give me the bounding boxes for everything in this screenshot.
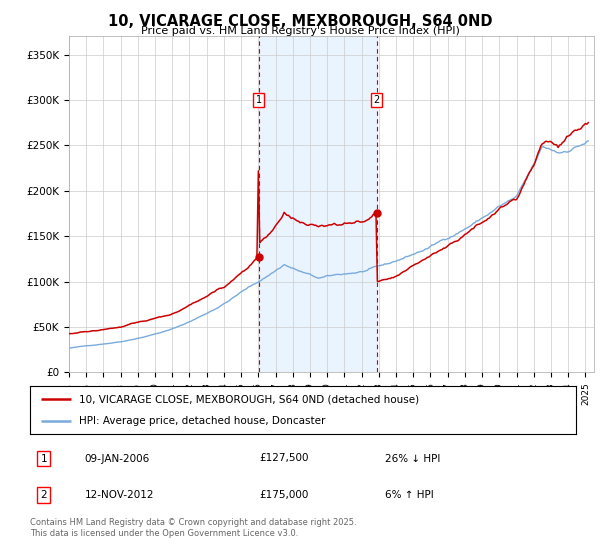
Text: 2: 2 <box>373 95 380 105</box>
Text: HPI: Average price, detached house, Doncaster: HPI: Average price, detached house, Donc… <box>79 416 326 426</box>
Text: 1: 1 <box>40 454 47 464</box>
Bar <box>259 36 377 372</box>
Text: 09-JAN-2006: 09-JAN-2006 <box>85 454 150 464</box>
Text: 2: 2 <box>40 490 47 500</box>
Text: 10, VICARAGE CLOSE, MEXBOROUGH, S64 0ND: 10, VICARAGE CLOSE, MEXBOROUGH, S64 0ND <box>108 14 492 29</box>
Text: 12-NOV-2012: 12-NOV-2012 <box>85 490 154 500</box>
Text: This data is licensed under the Open Government Licence v3.0.: This data is licensed under the Open Gov… <box>30 529 298 538</box>
Text: 10, VICARAGE CLOSE, MEXBOROUGH, S64 0ND (detached house): 10, VICARAGE CLOSE, MEXBOROUGH, S64 0ND … <box>79 394 419 404</box>
Text: 1: 1 <box>256 95 262 105</box>
Text: 6% ↑ HPI: 6% ↑ HPI <box>385 490 434 500</box>
Text: 26% ↓ HPI: 26% ↓ HPI <box>385 454 440 464</box>
Text: Price paid vs. HM Land Registry's House Price Index (HPI): Price paid vs. HM Land Registry's House … <box>140 26 460 36</box>
Text: £175,000: £175,000 <box>259 490 308 500</box>
Text: £127,500: £127,500 <box>259 454 309 464</box>
Text: Contains HM Land Registry data © Crown copyright and database right 2025.: Contains HM Land Registry data © Crown c… <box>30 518 356 527</box>
